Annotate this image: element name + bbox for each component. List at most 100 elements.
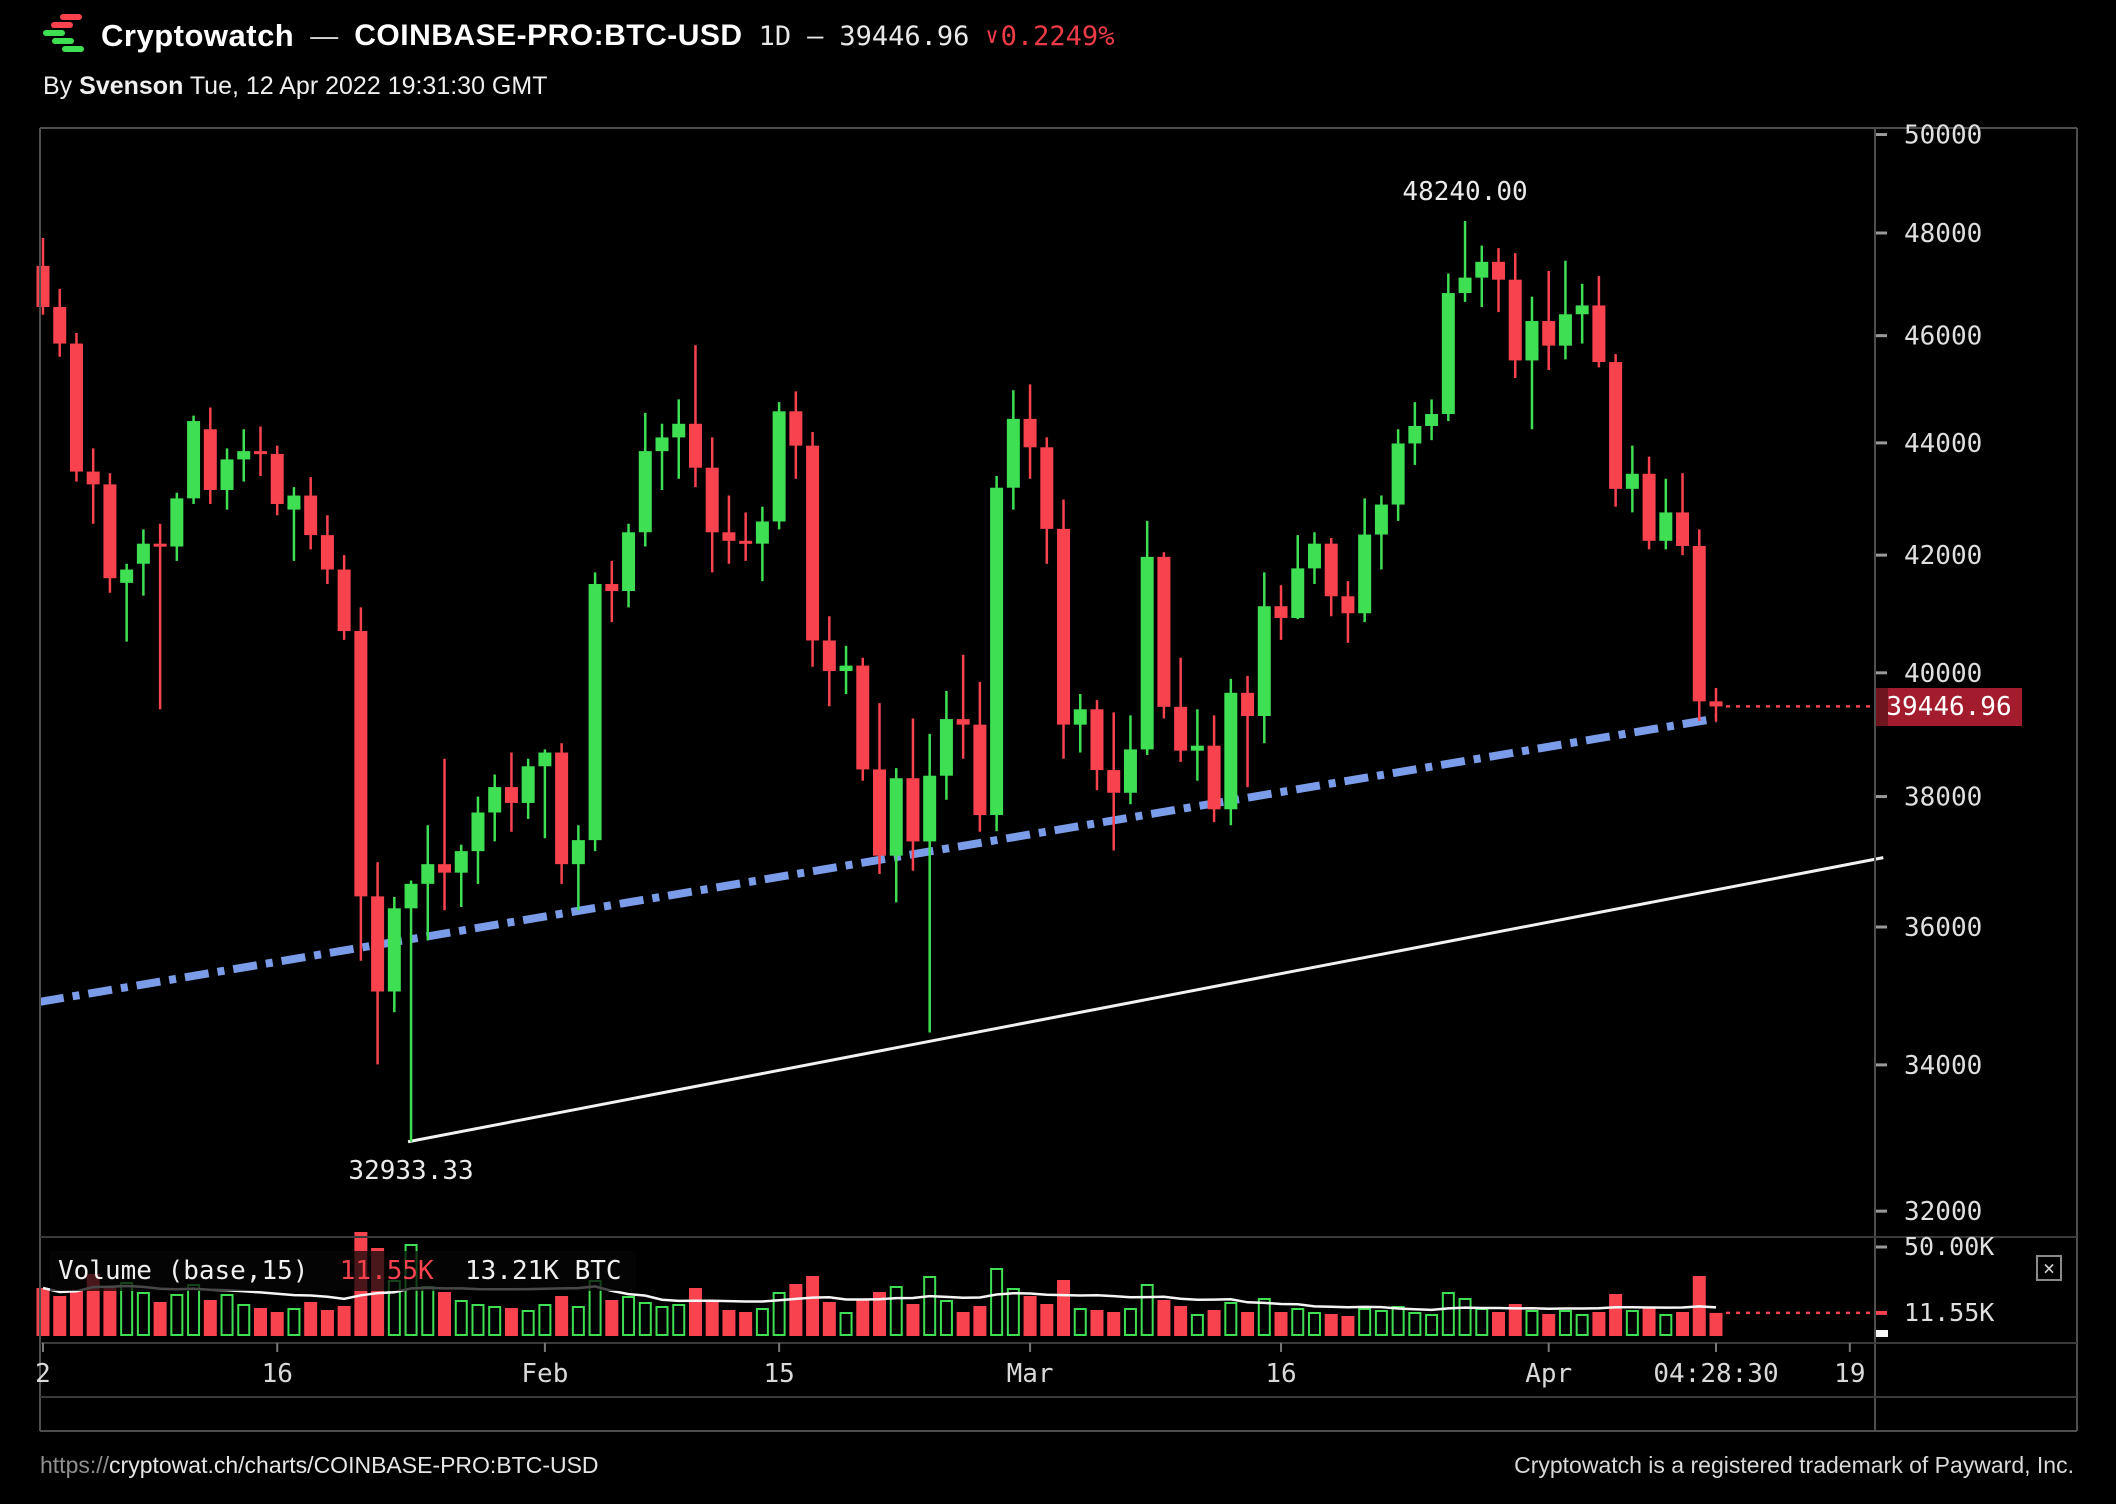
volume-current-value: 11.55K (339, 1256, 434, 1286)
time-tick-label: 16 (262, 1359, 293, 1389)
candle-up (136, 543, 150, 564)
trendline-blue-dashdot[interactable] (39, 714, 1717, 1006)
candle-down (1492, 261, 1506, 280)
price-tick-label: 50000 (1904, 121, 1982, 151)
volume-bar (1709, 1312, 1723, 1336)
candle-down (203, 429, 217, 490)
volume-bar (438, 1292, 452, 1336)
volume-bar (605, 1300, 619, 1336)
volume-bar (421, 1286, 435, 1336)
candle-down (1157, 556, 1171, 707)
volume-bar (1391, 1306, 1405, 1336)
candle-up (939, 719, 953, 776)
candle-down (973, 724, 987, 816)
header: Cryptowatch — COINBASE-PRO:BTC-USD 1D — … (43, 14, 1114, 58)
candle-down (822, 640, 836, 672)
volume-bar (1057, 1280, 1071, 1336)
volume-bar (136, 1292, 150, 1336)
volume-bar (153, 1302, 167, 1336)
volume-bar (220, 1294, 234, 1336)
volume-bar (1107, 1312, 1121, 1336)
volume-bar (1207, 1310, 1221, 1336)
candle-down (304, 495, 318, 536)
time-tick-label: 19 (1834, 1359, 1865, 1389)
volume-bar (1542, 1314, 1556, 1336)
candle-up (387, 908, 401, 992)
volume-bar (722, 1310, 736, 1336)
candle-up (1224, 692, 1238, 810)
candle-up (1458, 277, 1472, 294)
candle-down (103, 484, 117, 579)
header-last-price: 39446.96 (839, 20, 970, 52)
last-price-badge: 39446.96 (1876, 688, 2022, 726)
volume-bar (1291, 1308, 1305, 1336)
volume-bar (521, 1310, 535, 1336)
candle-down (873, 769, 886, 856)
candle-down (1023, 418, 1037, 448)
volume-bar (990, 1268, 1004, 1336)
volume-bar (1374, 1310, 1388, 1336)
volume-bar (270, 1312, 284, 1336)
price-tick-label: 44000 (1904, 429, 1982, 459)
candle-up (1123, 749, 1137, 793)
volume-bar (1592, 1312, 1606, 1336)
volume-bar (36, 1288, 50, 1336)
volume-bar (1625, 1310, 1639, 1336)
cryptowatch-logo-icon (43, 14, 85, 58)
candle-down (856, 665, 870, 770)
volume-bar (1224, 1302, 1238, 1336)
candle-up (287, 495, 301, 510)
candle-down (270, 453, 284, 504)
url-scheme: https:// (40, 1452, 110, 1478)
candle-up (772, 411, 786, 522)
volume-bar (1023, 1296, 1037, 1336)
candle-up (454, 851, 468, 873)
candle-down (86, 471, 100, 485)
volume-bar (1257, 1298, 1271, 1336)
volume-ma-value: 13.21K BTC (465, 1256, 622, 1286)
candle-down (69, 343, 83, 472)
volume-bar (772, 1292, 786, 1336)
price-tick-label: 40000 (1904, 659, 1982, 689)
price-tick-label: 46000 (1904, 322, 1982, 352)
candle-up (1358, 534, 1372, 614)
volume-bar (1492, 1312, 1506, 1336)
volume-bar (956, 1312, 970, 1336)
candle-up (187, 421, 201, 499)
candle-down (354, 630, 368, 897)
volume-bar (1157, 1300, 1171, 1336)
candle-up (1525, 321, 1539, 361)
volume-bar (806, 1276, 820, 1336)
volume-bar (304, 1302, 318, 1336)
volume-bar (320, 1310, 334, 1336)
trendline-white[interactable] (407, 856, 1884, 1144)
candle-up (1073, 709, 1087, 725)
price-change: ∨ 0.2249% (985, 21, 1114, 52)
candle-up (1140, 556, 1154, 750)
volume-bar (488, 1306, 502, 1336)
header-dash2: — (807, 20, 824, 52)
price-tick-label: 32000 (1904, 1197, 1982, 1227)
chevron-down-icon: ∨ (985, 23, 999, 49)
volume-bar (1609, 1294, 1623, 1336)
volume-bar (1642, 1308, 1656, 1336)
volume-bar (69, 1290, 83, 1336)
volume-bar (287, 1308, 301, 1336)
close-icon[interactable]: × (2036, 1255, 2062, 1281)
candle-up (471, 812, 485, 852)
candle-up (1425, 414, 1439, 426)
header-dash: — (310, 20, 339, 51)
candle-up (889, 778, 903, 856)
time-tick-label: 15 (763, 1359, 794, 1389)
candle-down (1107, 770, 1121, 793)
candle-down (438, 864, 452, 873)
time-tick-label: 2 (35, 1359, 51, 1389)
volume-bar (1458, 1298, 1472, 1336)
volume-bar (187, 1284, 201, 1336)
candle-up (421, 864, 435, 884)
candle-down (1241, 692, 1255, 717)
volume-bar (705, 1300, 719, 1336)
volume-bar (1174, 1306, 1188, 1336)
candle-up (672, 423, 686, 438)
